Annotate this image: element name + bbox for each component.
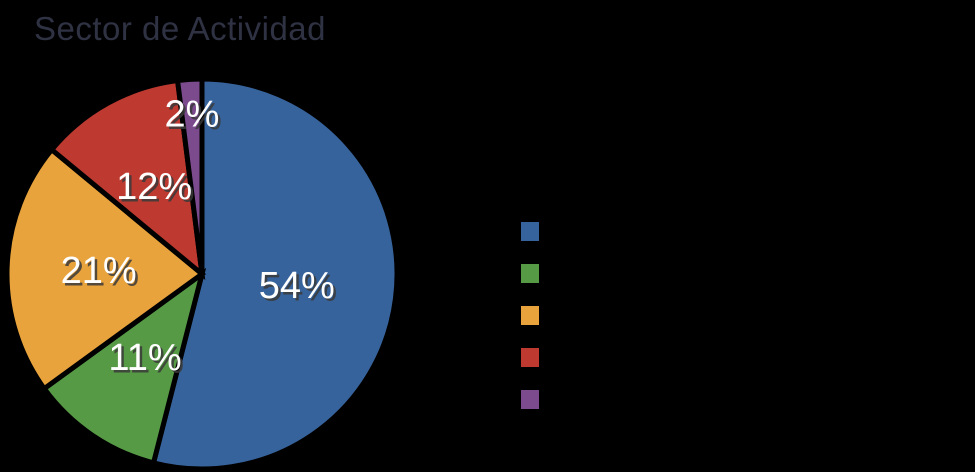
legend-swatch <box>521 306 539 325</box>
legend-item <box>521 348 539 367</box>
pie-slice-label: 2% <box>167 96 222 138</box>
legend-item <box>521 222 539 241</box>
legend-swatch <box>521 222 539 241</box>
legend-item <box>521 390 539 409</box>
pie-slice-label: 54% <box>259 265 335 307</box>
legend-swatch <box>521 390 539 409</box>
pie-slice-label: 21% <box>63 252 139 294</box>
chart-title: Sector de Actividad <box>34 10 326 47</box>
pie-slice-labels: 54%54%11%11%21%21%12%12%2%2% <box>61 93 338 381</box>
pie-slice-label: 11% <box>111 339 184 381</box>
pie-slice-label: 11% <box>108 337 181 379</box>
pie-slice-label: 12% <box>119 168 195 210</box>
pie-slice <box>174 76 205 275</box>
pie-slice-label: 2% <box>165 93 220 135</box>
pie-slice-label: 21% <box>61 250 137 292</box>
pie-slices <box>4 76 400 472</box>
pie-slice <box>150 76 400 472</box>
legend-item <box>521 306 539 325</box>
legend-swatch <box>521 264 539 283</box>
pie-slice <box>40 267 207 466</box>
legend <box>521 222 539 432</box>
legend-item <box>521 264 539 283</box>
pie-slice <box>48 77 206 280</box>
pie-slice-label: 12% <box>116 166 192 208</box>
pie-slice <box>4 146 207 393</box>
pie-slice-label: 54% <box>261 268 337 310</box>
legend-swatch <box>521 348 539 367</box>
